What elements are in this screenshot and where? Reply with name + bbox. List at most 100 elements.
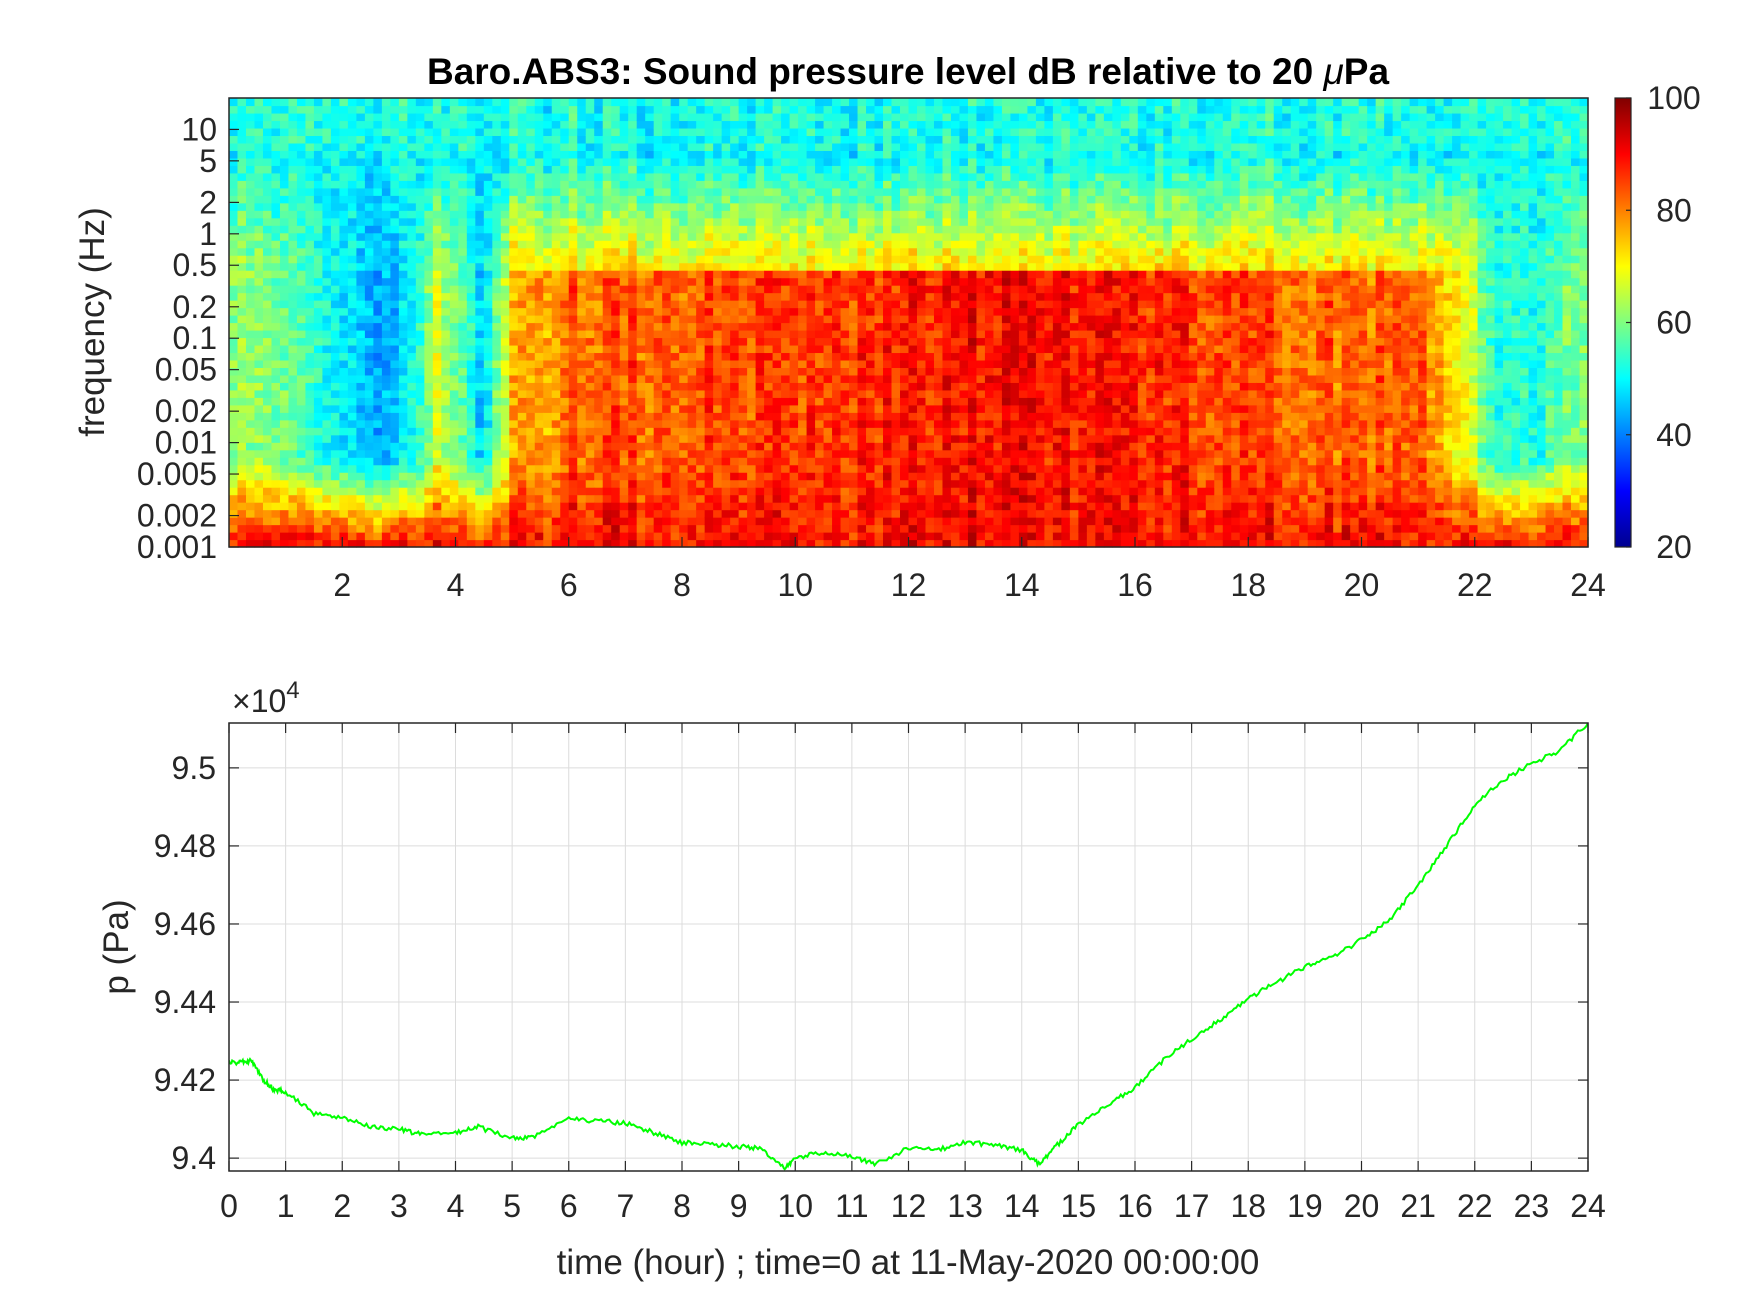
spectrogram-cell [781,427,791,436]
spectrogram-cell [517,150,527,159]
spectrogram-cell [330,277,341,286]
spectrogram-cell [925,187,935,196]
spectrogram-cell [500,374,510,383]
spectrogram-cell [789,487,799,496]
spectrogram-cell [449,210,459,219]
spectrogram-cell [916,472,927,481]
spectrogram-cell [602,479,612,488]
spectrogram-cell [653,397,663,406]
spectrogram-cell [781,142,791,151]
spectrogram-cell [526,472,536,481]
spectrogram-cell [594,329,604,339]
spectrogram-cell [798,404,808,413]
spectrogram-cell [619,487,629,496]
spectrogram-cell [755,322,765,331]
spectrogram-cell [415,352,425,361]
spectrogram-cell [916,277,927,286]
spectrogram-cell [237,397,247,406]
spectrogram-cell [755,404,765,413]
spectrogram-cell [254,352,264,361]
spectrogram-cell [322,217,332,226]
spectrogram-cell [517,165,527,174]
spectrogram-cell [288,217,298,226]
spectrogram-cell [560,277,570,286]
spectrogram-cell [356,112,366,122]
spectrogram-cell [415,247,425,256]
spectrogram-cell [475,359,485,368]
spectrogram-cell [390,255,400,264]
spectrogram-cell [891,277,901,286]
spectrogram-cell [526,344,536,354]
spectrogram-cell [279,359,290,368]
spectrogram-cell [764,270,774,279]
spectrogram-cell [245,157,256,166]
spectrogram-cell [874,120,884,129]
spectrogram-cell [279,322,290,331]
spectrogram-cell [653,240,663,249]
spectrogram-cell [713,487,723,496]
spectrogram-cell [577,449,587,458]
spectrogram-cell [789,307,799,316]
spectrogram-cell [679,457,689,466]
spectrogram-cell [229,404,239,413]
spectrogram-cell [721,232,731,241]
spectrogram-cell [925,315,935,324]
spectrogram-cell [543,344,553,354]
spectrogram-cell [916,98,927,107]
spectrogram-cell [466,225,476,234]
spectrogram-cell [747,127,757,137]
spectrogram-cell [415,255,425,264]
spectrogram-cell [424,277,434,286]
spectrogram-cell [475,232,485,241]
spectrogram-cell [730,98,740,107]
spectrogram-cell [492,112,502,122]
spectrogram-cell [390,270,400,279]
spectrogram-cell [356,225,366,234]
spectrogram-cell [815,352,825,361]
spectrogram-cell [713,142,723,151]
spectrogram-cell [900,157,910,166]
spectrogram-cell [432,270,442,279]
spectrogram-cell [662,225,672,234]
spectrogram-cell [500,472,510,481]
spectrogram-cell [891,487,901,496]
spectrogram-cell [296,509,307,518]
spectrogram-cell [415,262,425,271]
spectrogram-cell [662,277,672,286]
spectrogram-cell [772,270,782,279]
spectrogram-cell [849,397,859,406]
spectrogram-cell [798,427,808,436]
spectrogram-cell [823,315,833,324]
spectrogram-cell [432,255,442,264]
spectrogram-cell [891,419,901,428]
spectrogram-cell [407,210,417,219]
spectrogram-cell [925,442,935,451]
spectrogram-cell [908,412,918,421]
spectrogram-cell [500,442,510,451]
spectrogram-cell [322,517,332,526]
spectrogram-cell [534,120,544,129]
spectrogram-cell [288,457,298,466]
spectrogram-cell [866,120,876,129]
spectrogram-cell [458,262,468,271]
spectrogram-cell [721,419,731,428]
spectrogram-cell [645,202,655,211]
spectrogram-cell [475,172,485,181]
spectrogram-cell [687,329,697,339]
spectrogram-cell [857,142,867,151]
spectrogram-cell [645,292,655,301]
spectrogram-cell [840,412,850,421]
spectrogram-cell [517,255,527,264]
spectrogram-cell [483,404,493,413]
spectrogram-cell [407,427,417,436]
spectrogram-cell [662,315,672,324]
spectrogram-cell [832,285,842,294]
spectrogram-cell [900,127,910,137]
spectrogram-cell [900,307,910,316]
spectrogram-cell [619,442,629,451]
spectrogram-cell [679,112,689,122]
spectrogram-cell [466,442,476,451]
spectrogram-cell [305,187,315,196]
spectrogram-cell [764,240,774,249]
spectrogram-cell [560,382,570,391]
